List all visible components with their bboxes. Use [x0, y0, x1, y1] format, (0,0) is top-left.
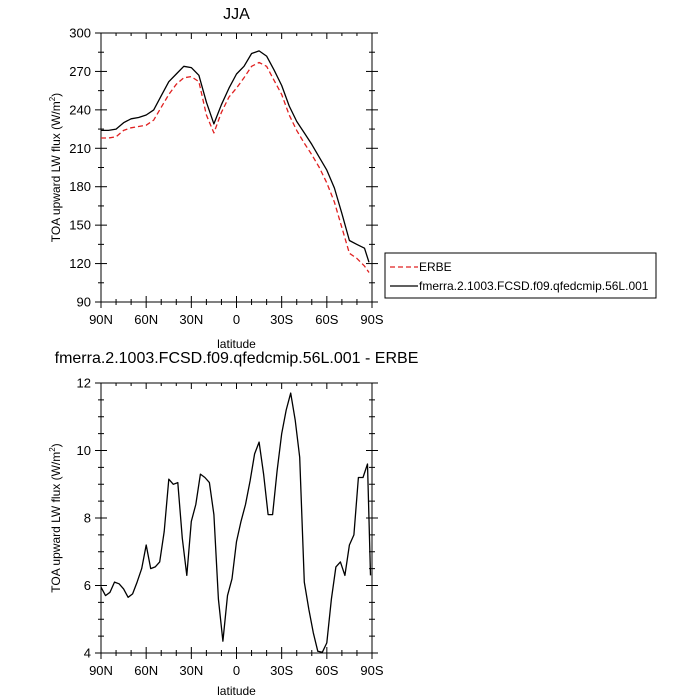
x-tick-label: 60N: [134, 312, 158, 327]
y-axis-label-main: TOA upward LW flux (W/m: [49, 452, 63, 593]
x-tick-label: 30S: [270, 312, 293, 327]
y-tick-label: 240: [69, 102, 91, 117]
x-axis-label: latitude: [217, 684, 256, 698]
x-tick-label: 0: [233, 663, 240, 678]
legend-label-1: ERBE: [419, 260, 452, 274]
legend-label-2: fmerra.2.1003.FCSD.f09.qfedcmip.56L.001: [419, 279, 649, 293]
x-tick-label: 90S: [360, 312, 383, 327]
y-tick-label: 120: [69, 256, 91, 271]
chart-2: fmerra.2.1003.FCSD.f09.qfedcmip.56L.001 …: [48, 350, 418, 698]
x-tick-label: 60S: [315, 663, 338, 678]
y-axis-label-main: TOA upward LW flux (W/m: [49, 101, 63, 242]
x-tick-label: 90N: [89, 663, 113, 678]
series-line-1: [101, 61, 370, 273]
y-tick-label: 150: [69, 218, 91, 233]
y-tick-label: 12: [77, 376, 91, 391]
y-tick-label: 6: [84, 578, 91, 593]
x-tick-label: 30S: [270, 663, 293, 678]
plot-frame: [100, 382, 373, 654]
y-tick-label: 300: [69, 26, 91, 41]
series-line-1: [100, 392, 372, 653]
y-tick-label: 10: [77, 443, 91, 458]
x-tick-label: 90S: [360, 663, 383, 678]
y-axis-label-sup: 2: [48, 96, 57, 101]
y-tick-label: 4: [84, 646, 91, 661]
chart-title: JJA: [223, 6, 250, 23]
y-axis-label: TOA upward LW flux (W/m2): [48, 443, 63, 592]
y-axis-label-sup: 2: [48, 447, 57, 452]
x-axis-label: latitude: [217, 337, 256, 351]
y-tick-label: 8: [84, 511, 91, 526]
y-axis-label-end: ): [49, 443, 63, 447]
x-tick-label: 60N: [134, 663, 158, 678]
x-tick-label: 30N: [179, 663, 203, 678]
legend-box: [384, 252, 657, 299]
chart-title: fmerra.2.1003.FCSD.f09.qfedcmip.56L.001 …: [55, 350, 419, 367]
chart-1: JJA 90N 60N 30N 0 30S 60S 90S 90 120 150 180 210 240 2…: [48, 6, 657, 351]
y-tick-label: 210: [69, 141, 91, 156]
y-axis-label: TOA upward LW flux (W/m2): [48, 93, 63, 242]
series-line-2: [101, 50, 370, 263]
x-tick-label: 0: [233, 312, 240, 327]
y-tick-label: 270: [69, 64, 91, 79]
legend: ERBE fmerra.2.1003.FCSD.f09.qfedcmip.56L.…: [384, 252, 657, 299]
x-tick-label: 30N: [179, 312, 203, 327]
y-tick-label: 180: [69, 179, 91, 194]
x-tick-label: 60S: [315, 312, 338, 327]
y-axis-label-end: ): [49, 93, 63, 97]
x-tick-label: 90N: [89, 312, 113, 327]
y-tick-label: 90: [77, 295, 91, 310]
